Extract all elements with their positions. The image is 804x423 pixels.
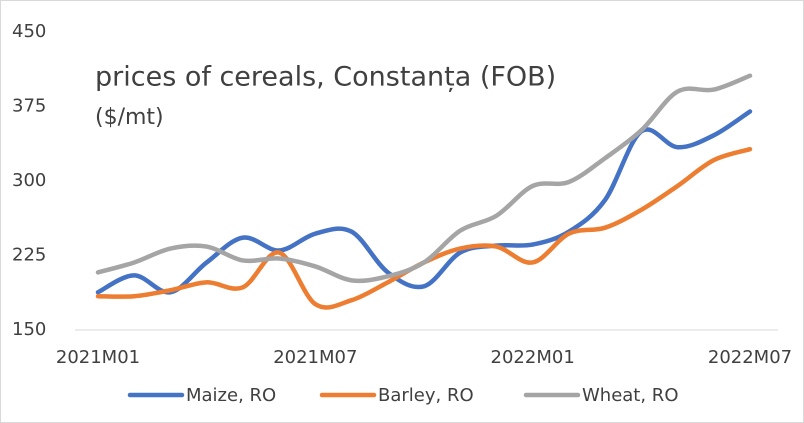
y-tick-label: 150: [12, 319, 46, 340]
x-tick-label: 2021M01: [56, 347, 140, 368]
x-tick-label: 2022M07: [708, 347, 792, 368]
x-tick-label: 2022M01: [491, 347, 575, 368]
y-tick-label: 375: [12, 96, 46, 117]
legend-label: Wheat, RO: [582, 385, 679, 406]
chart-subtitle: ($/mt): [95, 105, 164, 130]
x-tick-label: 2021M07: [273, 347, 357, 368]
y-tick-label: 450: [12, 21, 46, 42]
y-tick-label: 225: [12, 245, 46, 266]
legend-label: Maize, RO: [186, 385, 276, 406]
chart-title: prices of cereals, Constanța (FOB): [95, 62, 556, 93]
y-tick-label: 300: [12, 170, 46, 191]
series-line: [95, 73, 753, 284]
legend-label: Barley, RO: [378, 385, 474, 406]
